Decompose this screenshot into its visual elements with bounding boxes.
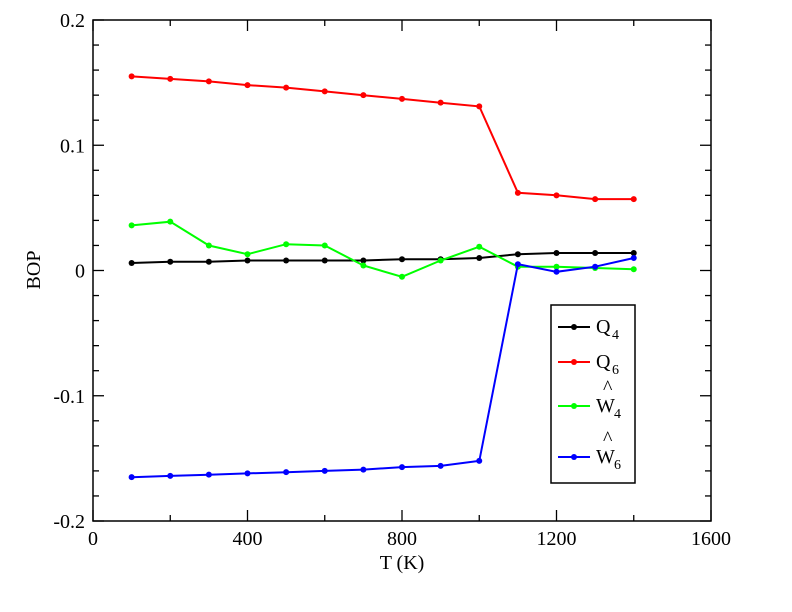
legend-label: Q xyxy=(596,316,611,338)
data-point xyxy=(321,257,328,264)
data-point xyxy=(630,266,637,273)
data-point xyxy=(630,196,637,203)
data-point xyxy=(630,249,637,256)
data-point xyxy=(360,262,367,269)
data-point xyxy=(128,73,135,80)
data-point xyxy=(592,196,599,203)
data-point xyxy=(128,222,135,229)
series-layer xyxy=(128,73,637,481)
legend-label-subscript: 4 xyxy=(614,407,621,422)
data-point xyxy=(476,457,483,464)
x-tick-label: 1600 xyxy=(691,528,731,550)
data-point xyxy=(283,469,290,476)
data-point xyxy=(476,103,483,110)
data-point xyxy=(630,254,637,261)
axis-ticks xyxy=(92,19,712,522)
data-point xyxy=(205,242,212,249)
legend-label-subscript: 6 xyxy=(614,458,621,473)
tick-labels: 0 400 800 1200 1600 -0.2 -0.1 0 0.1 0.2 xyxy=(53,10,731,550)
data-point xyxy=(360,466,367,473)
series-2 xyxy=(128,73,637,203)
data-point xyxy=(205,471,212,478)
data-point xyxy=(360,257,367,264)
data-point xyxy=(205,258,212,265)
data-point xyxy=(476,254,483,261)
data-point xyxy=(128,259,135,266)
legend-entry: W 6^ xyxy=(558,428,621,473)
legend-label-subscript: 6 xyxy=(612,363,619,378)
x-tick-label: 800 xyxy=(387,528,417,550)
data-point xyxy=(321,467,328,474)
y-tick-label: 0 xyxy=(75,261,85,283)
legend-label-subscript: 4 xyxy=(612,328,619,343)
legend-hat: ^ xyxy=(603,428,613,450)
legend-box xyxy=(550,304,636,484)
legend-label: W xyxy=(596,446,615,468)
data-point xyxy=(283,257,290,264)
legend-marker xyxy=(571,403,577,409)
x-tick-label: 400 xyxy=(233,528,263,550)
x-tick-label: 0 xyxy=(88,528,98,550)
data-point xyxy=(167,218,174,225)
x-tick-label: 1200 xyxy=(537,528,577,550)
legend-marker xyxy=(571,454,577,460)
data-point xyxy=(514,261,521,268)
legend-hat: ^ xyxy=(603,377,613,399)
data-point xyxy=(321,242,328,249)
x-axis-label: T (K) xyxy=(380,552,425,574)
data-point xyxy=(167,258,174,265)
series-line xyxy=(131,252,634,264)
legend: Q 4Q 6W 4^W 6^ xyxy=(550,304,636,484)
data-point xyxy=(321,88,328,95)
data-point xyxy=(437,99,444,106)
data-point xyxy=(514,189,521,196)
data-point xyxy=(244,470,251,477)
data-point xyxy=(205,78,212,85)
data-point xyxy=(128,474,135,481)
data-point xyxy=(437,462,444,469)
y-tick-label: 0.1 xyxy=(60,135,85,157)
data-point xyxy=(592,263,599,270)
data-point xyxy=(553,263,560,270)
legend-label: W xyxy=(596,395,615,417)
y-tick-label: -0.2 xyxy=(53,511,85,533)
series-1 xyxy=(128,249,637,266)
data-point xyxy=(437,257,444,264)
data-point xyxy=(399,95,405,102)
y-tick-label: 0.2 xyxy=(60,10,85,32)
legend-entry: W 4^ xyxy=(558,377,621,422)
data-point xyxy=(399,256,405,263)
y-axis-label: BOP xyxy=(23,251,45,290)
legend-marker xyxy=(571,324,577,330)
data-point xyxy=(399,273,405,280)
series-line xyxy=(131,220,634,278)
series-4 xyxy=(128,254,637,481)
data-point xyxy=(399,464,405,471)
data-point xyxy=(476,243,483,250)
data-point xyxy=(592,249,599,256)
data-point xyxy=(360,92,367,99)
data-point xyxy=(283,84,290,91)
data-point xyxy=(167,75,174,82)
data-point xyxy=(244,257,251,264)
data-point xyxy=(553,268,560,275)
data-point xyxy=(283,241,290,248)
series-line xyxy=(131,257,635,479)
data-point xyxy=(244,251,251,258)
series-line xyxy=(131,75,634,201)
data-point xyxy=(514,251,521,258)
data-point xyxy=(167,472,174,479)
data-point xyxy=(553,249,560,256)
legend-label: Q xyxy=(596,351,611,373)
legend-marker xyxy=(571,359,577,365)
data-point xyxy=(244,82,251,89)
data-point xyxy=(553,192,560,199)
y-tick-label: -0.1 xyxy=(53,386,85,408)
